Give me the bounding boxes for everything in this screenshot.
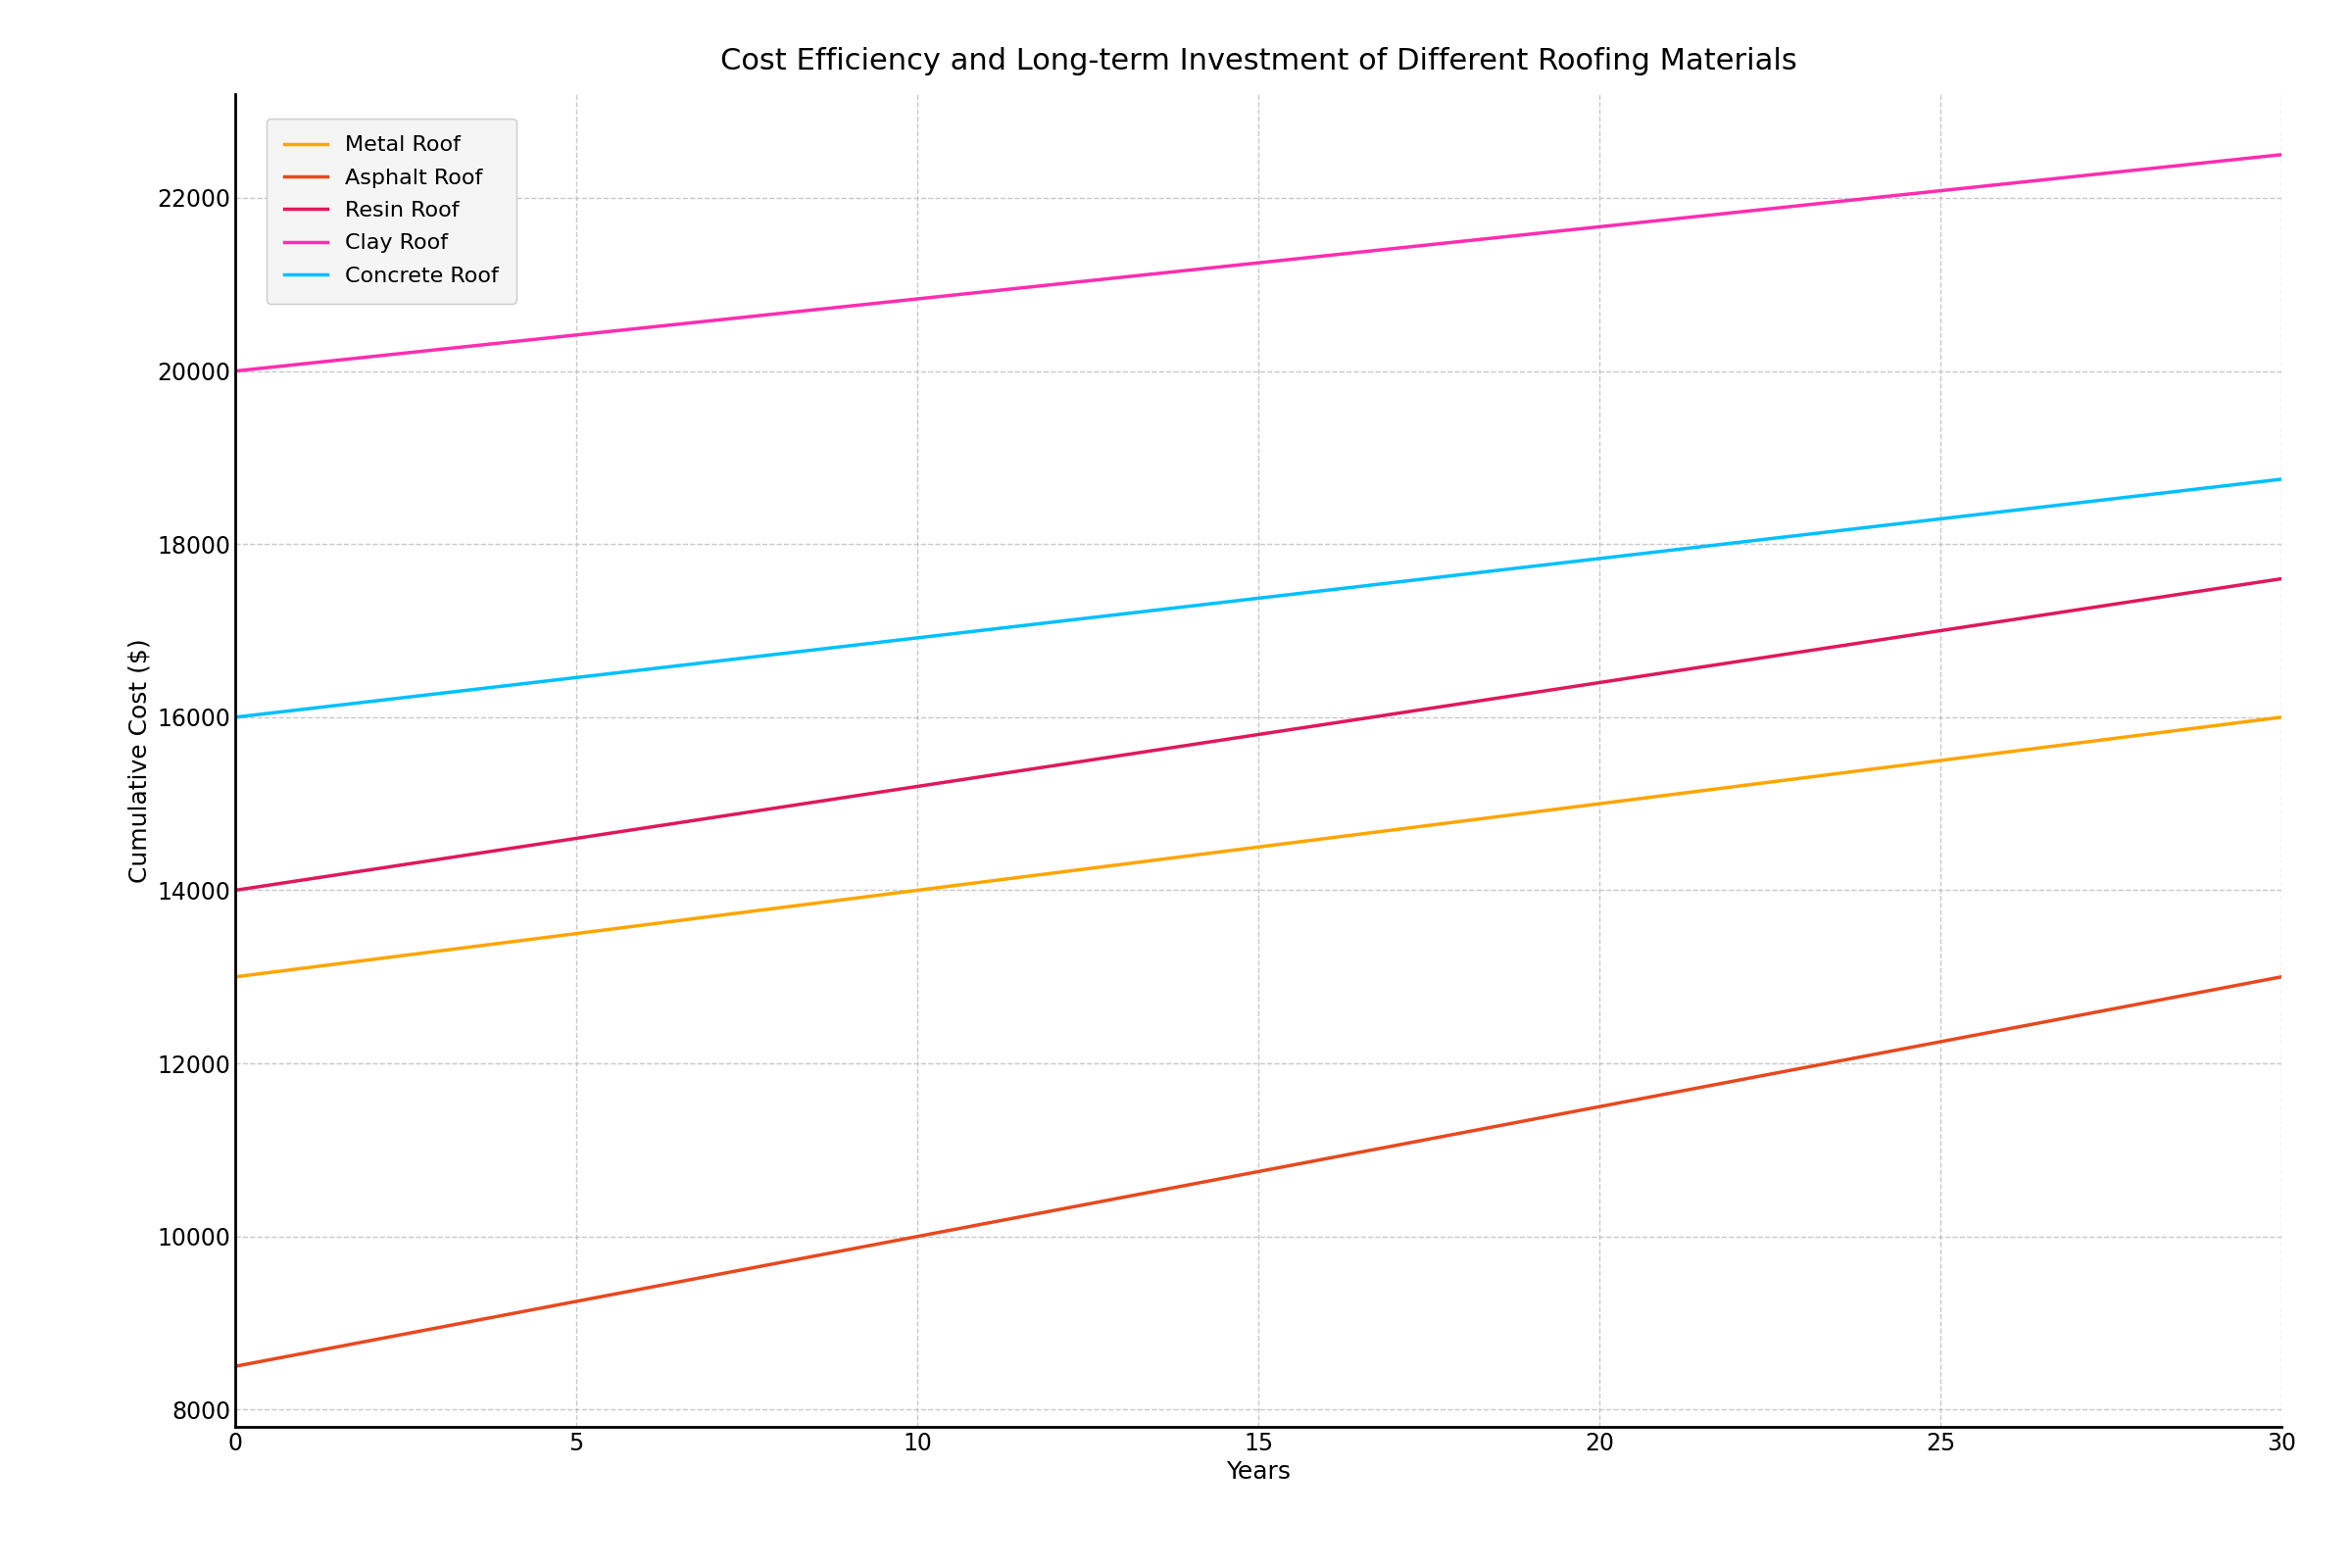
Asphalt Roof (1945, 1029, 1973, 1047)
Line: Asphalt Roof: Asphalt Roof (235, 977, 2281, 1366)
Resin Roof (1432, 696, 1461, 715)
Resin Roof (228, 880, 256, 898)
Clay Roof (2267, 146, 2296, 165)
X-axis label: Years: Years (1225, 1461, 1291, 1485)
Resin Roof (2077, 599, 2105, 618)
Clay Roof (2077, 166, 2105, 185)
Clay Roof (1439, 232, 1468, 251)
Metal Roof (2077, 732, 2105, 751)
Metal Roof (221, 967, 249, 986)
Asphalt Roof (228, 1356, 256, 1375)
Clay Roof (1432, 234, 1461, 252)
Asphalt Roof (1472, 1118, 1501, 1137)
Concrete Roof (1439, 566, 1468, 585)
Metal Roof (1432, 814, 1461, 833)
Asphalt Roof (2267, 967, 2296, 986)
Clay Roof (1472, 229, 1501, 248)
Line: Concrete Roof: Concrete Roof (235, 480, 2281, 717)
Metal Roof (228, 966, 256, 985)
Concrete Roof (1945, 506, 1973, 525)
Asphalt Roof (1432, 1126, 1461, 1145)
Asphalt Roof (2077, 1004, 2105, 1022)
Resin Roof (1439, 696, 1468, 715)
Metal Roof (1945, 748, 1973, 767)
Asphalt Roof (221, 1356, 249, 1375)
Clay Roof (1945, 179, 1973, 198)
Concrete Roof (1432, 568, 1461, 586)
Line: Resin Roof: Resin Roof (235, 579, 2281, 891)
Metal Roof (1472, 809, 1501, 828)
Line: Clay Roof: Clay Roof (235, 155, 2281, 372)
Asphalt Roof (1439, 1126, 1468, 1145)
Concrete Roof (2077, 492, 2105, 511)
Concrete Roof (221, 707, 249, 726)
Concrete Roof (1472, 563, 1501, 582)
Resin Roof (1945, 618, 1973, 637)
Resin Roof (221, 881, 249, 900)
Resin Roof (2267, 569, 2296, 588)
Line: Metal Roof: Metal Roof (235, 717, 2281, 977)
Metal Roof (1439, 812, 1468, 831)
Clay Roof (221, 362, 249, 381)
Concrete Roof (2267, 470, 2296, 489)
Metal Roof (2267, 707, 2296, 726)
Concrete Roof (228, 707, 256, 726)
Title: Cost Efficiency and Long-term Investment of Different Roofing Materials: Cost Efficiency and Long-term Investment… (720, 47, 1797, 75)
Resin Roof (1472, 690, 1501, 709)
Clay Roof (228, 361, 256, 379)
Y-axis label: Cumulative Cost ($): Cumulative Cost ($) (127, 638, 151, 883)
Legend: Metal Roof, Asphalt Roof, Resin Roof, Clay Roof, Concrete Roof: Metal Roof, Asphalt Roof, Resin Roof, Cl… (266, 118, 515, 303)
